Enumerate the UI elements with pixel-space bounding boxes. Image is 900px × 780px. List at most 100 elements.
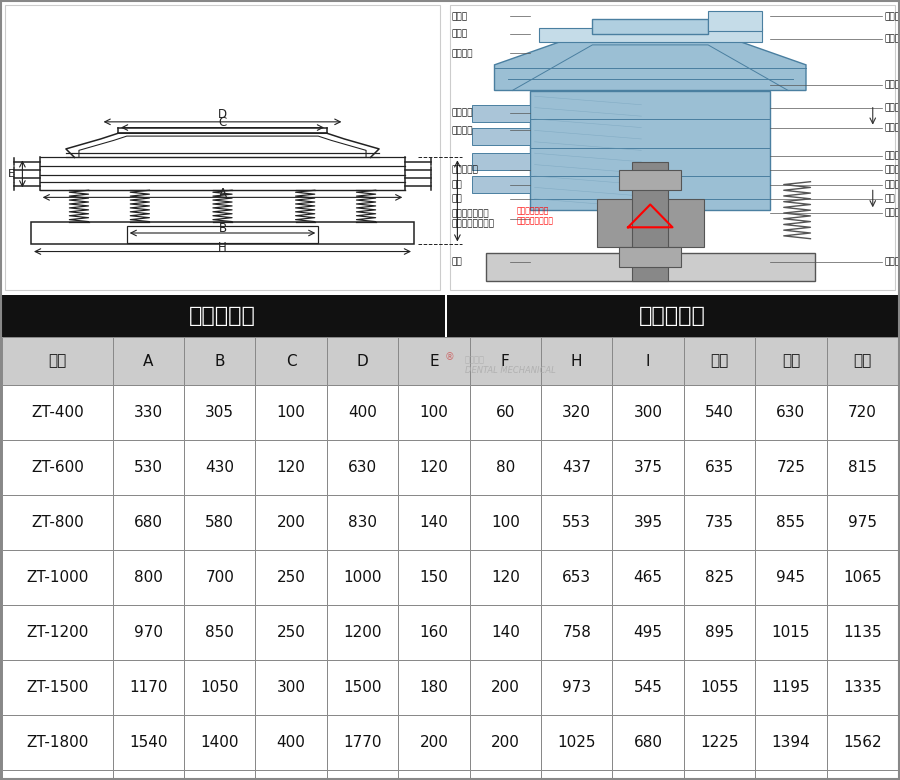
Bar	[2, 660, 112, 715]
Bar	[184, 605, 256, 660]
Text: 140: 140	[419, 515, 448, 530]
Text: 型号: 型号	[49, 353, 67, 368]
Bar	[184, 550, 256, 605]
Bar	[0, 295, 445, 337]
Text: 100: 100	[276, 405, 306, 420]
Bar	[826, 660, 898, 715]
Text: 305: 305	[205, 405, 234, 420]
Text: B: B	[219, 222, 227, 236]
Bar	[755, 495, 826, 550]
Text: 545: 545	[634, 680, 662, 695]
Text: F: F	[501, 353, 509, 368]
Text: D: D	[356, 353, 368, 368]
Text: ®: ®	[446, 352, 454, 362]
Bar	[541, 715, 612, 770]
Bar	[530, 90, 770, 210]
Bar	[684, 495, 755, 550]
Bar	[112, 550, 184, 605]
Bar	[398, 770, 470, 780]
Bar	[2, 550, 112, 605]
Text: ZT-800: ZT-800	[31, 515, 84, 530]
Text: 830: 830	[348, 515, 377, 530]
Text: 筛网法兰: 筛网法兰	[885, 103, 900, 112]
Bar	[755, 770, 826, 780]
Text: 球形清洗板: 球形清洗板	[885, 151, 900, 161]
Bar	[755, 440, 826, 495]
Polygon shape	[494, 34, 806, 90]
Text: 975: 975	[848, 515, 877, 530]
Text: 1170: 1170	[129, 680, 167, 695]
Text: 1400: 1400	[201, 735, 239, 750]
Bar	[470, 550, 541, 605]
Bar	[327, 770, 398, 780]
Bar	[398, 385, 470, 440]
Bar	[541, 660, 612, 715]
Bar	[755, 550, 826, 605]
Text: 725: 725	[777, 460, 806, 475]
Bar	[112, 495, 184, 550]
Bar	[826, 605, 898, 660]
Bar	[112, 337, 184, 385]
Text: ZT-1200: ZT-1200	[26, 625, 88, 640]
Bar	[684, 770, 755, 780]
Bar	[472, 105, 530, 122]
Text: 815: 815	[848, 460, 877, 475]
Text: 1050: 1050	[201, 680, 239, 695]
Bar	[470, 337, 541, 385]
Text: 1135: 1135	[843, 625, 882, 640]
Bar	[755, 385, 826, 440]
Text: 630: 630	[777, 405, 806, 420]
Bar	[470, 660, 541, 715]
Text: 120: 120	[276, 460, 306, 475]
Bar	[472, 176, 530, 193]
Text: 运输用固定螺栓
试机时去掉！！！: 运输用固定螺栓 试机时去掉！！！	[517, 206, 554, 225]
Bar	[256, 715, 327, 770]
Text: 进料口: 进料口	[885, 12, 900, 21]
Bar	[470, 440, 541, 495]
Bar	[256, 495, 327, 550]
Text: 945: 945	[777, 570, 806, 585]
Text: 振体: 振体	[885, 194, 895, 204]
Bar	[541, 770, 612, 780]
Text: 250: 250	[276, 570, 306, 585]
Bar	[327, 337, 398, 385]
Text: 758: 758	[562, 625, 591, 640]
Bar	[755, 715, 826, 770]
Bar	[327, 495, 398, 550]
Bar	[826, 440, 898, 495]
Bar	[470, 770, 541, 780]
Bar	[398, 550, 470, 605]
Bar	[2, 337, 112, 385]
Bar	[684, 385, 755, 440]
Bar	[0, 0, 900, 295]
Bar	[112, 660, 184, 715]
Text: 200: 200	[491, 735, 520, 750]
Text: C: C	[219, 116, 227, 129]
Text: 1055: 1055	[700, 680, 739, 695]
Bar	[472, 153, 530, 170]
Text: 553: 553	[562, 515, 591, 530]
Bar	[612, 337, 684, 385]
Text: 弹簧: 弹簧	[452, 194, 463, 204]
Text: 430: 430	[205, 460, 234, 475]
Bar	[398, 440, 470, 495]
Bar	[470, 495, 541, 550]
Text: ZT-1000: ZT-1000	[26, 570, 88, 585]
Text: 825: 825	[705, 570, 734, 585]
Bar	[684, 550, 755, 605]
Bar	[32, 222, 414, 244]
Text: 400: 400	[276, 735, 306, 750]
Text: 1000: 1000	[343, 570, 382, 585]
Text: 电动机: 电动机	[885, 208, 900, 218]
Text: 495: 495	[634, 625, 662, 640]
Bar	[470, 605, 541, 660]
Bar	[256, 660, 327, 715]
Bar	[2, 440, 112, 495]
Text: 1540: 1540	[129, 735, 167, 750]
Text: 运输用固定螺栓
试机时去掉！！！: 运输用固定螺栓 试机时去掉！！！	[452, 209, 495, 229]
Text: ZT-1800: ZT-1800	[26, 735, 88, 750]
Bar	[826, 385, 898, 440]
Text: 735: 735	[705, 515, 734, 530]
Text: 160: 160	[419, 625, 448, 640]
Bar	[592, 20, 708, 34]
